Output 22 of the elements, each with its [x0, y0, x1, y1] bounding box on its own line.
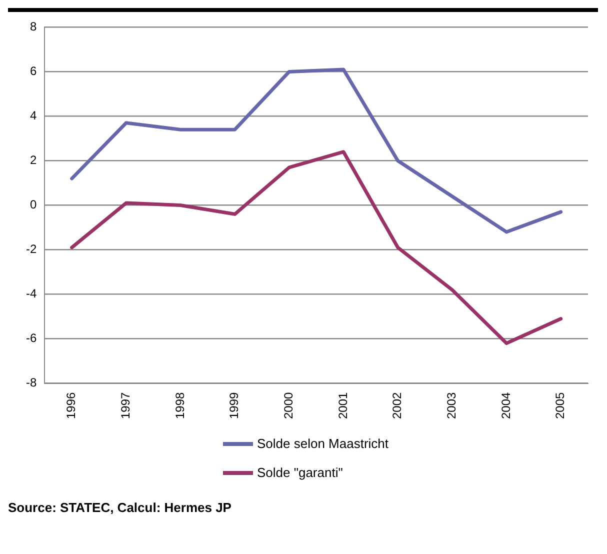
x-tick-label: 2002: [390, 392, 404, 420]
x-tick-label: 2005: [553, 392, 568, 420]
source-note: Source: STATEC, Calcul: Hermes JP: [8, 500, 232, 515]
x-tick-label: 1996: [64, 392, 78, 420]
y-tick-label: -6: [26, 331, 37, 346]
x-tick-label: 1998: [172, 392, 187, 420]
x-tick-label: 2004: [498, 392, 513, 420]
y-tick-label: -8: [26, 376, 37, 390]
x-tick-label: 2001: [336, 392, 350, 420]
legend-label: Solde "garanti": [257, 465, 343, 480]
x-tick-label: 1999: [227, 392, 242, 420]
y-tick-label: 4: [30, 108, 37, 123]
y-tick-label: -4: [26, 286, 37, 301]
x-tick-label: 2003: [444, 392, 458, 420]
y-tick-label: 0: [30, 198, 37, 212]
x-tick-label: 1997: [118, 392, 132, 420]
y-tick-label: 8: [30, 20, 37, 34]
y-tick-label: 6: [30, 64, 37, 78]
legend-label: Solde selon Maastricht: [257, 436, 389, 451]
y-tick-label: 2: [30, 153, 37, 168]
y-tick-label: -2: [26, 242, 37, 256]
x-tick-label: 2000: [281, 392, 296, 420]
